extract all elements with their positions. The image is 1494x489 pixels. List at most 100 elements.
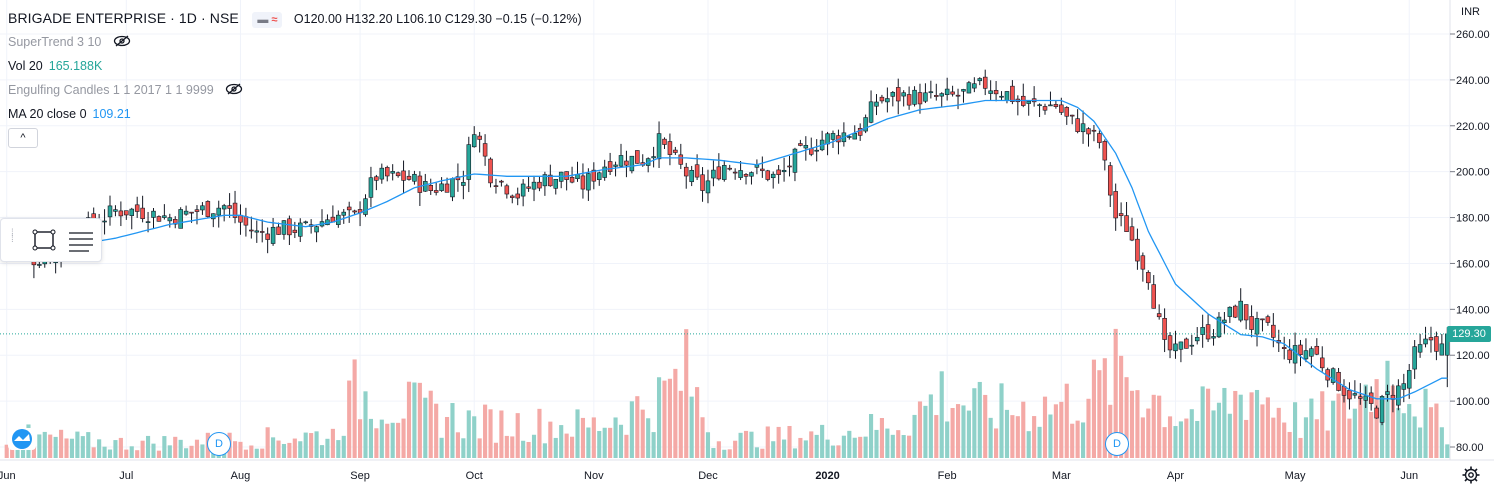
candle-up: [988, 90, 993, 94]
volume-bar: [771, 441, 776, 458]
symbol-title[interactable]: BRIGADE ENTERPRISE · 1D · NSE: [8, 10, 239, 26]
candle-down: [140, 207, 145, 220]
volume-bar: [1233, 390, 1238, 458]
candle-down: [124, 210, 129, 216]
volume-bar: [580, 417, 586, 458]
ma-label: MA 20 close 0: [8, 107, 87, 121]
rectangle-tool-button[interactable]: [29, 225, 59, 255]
symbol-badge[interactable]: ▬ ≈: [252, 11, 283, 28]
eye-off-icon[interactable]: [113, 33, 131, 53]
candle-up: [129, 208, 135, 216]
candle-down: [395, 172, 401, 177]
candle-up: [270, 226, 276, 244]
volume-bar: [716, 441, 721, 458]
volume-row[interactable]: Vol 20 165.188K: [8, 56, 582, 80]
volume-bar: [836, 445, 841, 458]
gear-icon[interactable]: [1462, 466, 1480, 489]
volume-bar: [341, 435, 346, 458]
candle-down: [493, 185, 499, 187]
volume-bar: [928, 394, 933, 458]
volume-bar: [477, 438, 482, 458]
volume-bar: [1358, 394, 1363, 458]
volume-bar: [303, 432, 308, 458]
volume-bar: [673, 368, 678, 458]
candle-down: [433, 190, 439, 193]
candle-up: [722, 165, 727, 180]
time-tick-label: Oct: [466, 470, 483, 482]
volume-bar: [1412, 416, 1417, 458]
candle-up: [303, 221, 308, 224]
lines-tool-button[interactable]: [65, 225, 95, 255]
candle-down: [760, 168, 765, 171]
candle-down: [346, 206, 352, 211]
moving-average-line: [6, 99, 1448, 400]
volume-bar: [385, 423, 390, 458]
volume-bar: [1097, 370, 1102, 458]
candle-up: [107, 205, 113, 218]
dividend-marker[interactable]: D: [1105, 432, 1129, 456]
candle-down: [895, 87, 901, 102]
volume-bar: [874, 429, 879, 458]
volume-bar: [1059, 401, 1064, 458]
last-price-tag: 129.30: [1447, 325, 1491, 342]
supertrend-row[interactable]: SuperTrend 3 10: [8, 32, 582, 56]
candle-down: [1347, 390, 1352, 400]
candle-down: [1167, 335, 1173, 351]
volume-bar: [1048, 414, 1053, 458]
candle-down: [1129, 226, 1135, 241]
candle-up: [1330, 368, 1336, 383]
price-axis[interactable]: 80.00 100.00 120.00 140.00 160.00 180.00 200.0…: [1449, 0, 1494, 487]
volume-bar: [1238, 394, 1243, 458]
volume-bar: [167, 445, 172, 458]
collapse-legend-button[interactable]: ^: [8, 128, 38, 148]
time-axis[interactable]: Jun Jul Aug Sep Oct Nov Dec 2020 Feb Mar Apr May Jun: [0, 459, 1494, 482]
candle-down: [1086, 128, 1091, 135]
volume-bar: [917, 401, 923, 458]
candle-down: [1368, 392, 1374, 404]
drag-handle-icon[interactable]: ⁞ ⁞: [11, 228, 14, 245]
volume-bar: [1211, 410, 1216, 458]
volume-bar: [417, 382, 422, 458]
candle-down: [1069, 114, 1075, 117]
engulfing-label: Engulfing Candles 1 1 2017 1 1 9999: [8, 83, 214, 97]
price-tick-label: 80.00: [1456, 442, 1484, 454]
volume-bar: [162, 436, 167, 458]
candle-up: [1048, 104, 1053, 107]
candle-up: [145, 221, 151, 223]
candle-up: [830, 133, 836, 140]
engulfing-row[interactable]: Engulfing Candles 1 1 2017 1 1 9999: [8, 80, 582, 104]
candle-down: [787, 165, 792, 168]
volume-bar: [1249, 392, 1254, 458]
volume-bar: [178, 439, 183, 458]
candle-up: [651, 156, 656, 159]
volume-bar: [1260, 404, 1265, 458]
candle-down: [1042, 106, 1048, 111]
candle-down: [1059, 104, 1064, 113]
volume-bar: [472, 416, 477, 458]
volume-bar: [782, 439, 787, 458]
volume-bar: [368, 418, 374, 458]
volume-bar: [733, 440, 738, 458]
candle-down: [1358, 396, 1363, 399]
volume-bar: [896, 430, 901, 458]
volume-bar: [439, 437, 444, 458]
volume-bar: [1271, 417, 1276, 458]
volume-bar: [42, 431, 47, 458]
dividend-marker[interactable]: D: [207, 432, 231, 456]
ma-row[interactable]: MA 20 close 0 109.21: [8, 104, 582, 128]
volume-bar: [97, 439, 102, 458]
ohlc-values: O120.00 H132.20 L106.10 C129.30 −0.15 (−…: [293, 12, 582, 26]
volume-bar: [1401, 413, 1406, 458]
currency-label[interactable]: INR: [1461, 6, 1480, 18]
volume-bar: [901, 435, 906, 458]
volume-bar: [1320, 391, 1325, 458]
tradingview-logo-icon[interactable]: [8, 428, 36, 450]
volume-bar: [559, 425, 564, 458]
candle-down: [1243, 304, 1249, 321]
eye-off-icon[interactable]: [225, 81, 243, 101]
candle-down: [1281, 347, 1287, 349]
volume-bar: [151, 443, 156, 458]
candle-up: [390, 171, 395, 174]
volume-bar: [1407, 404, 1412, 458]
